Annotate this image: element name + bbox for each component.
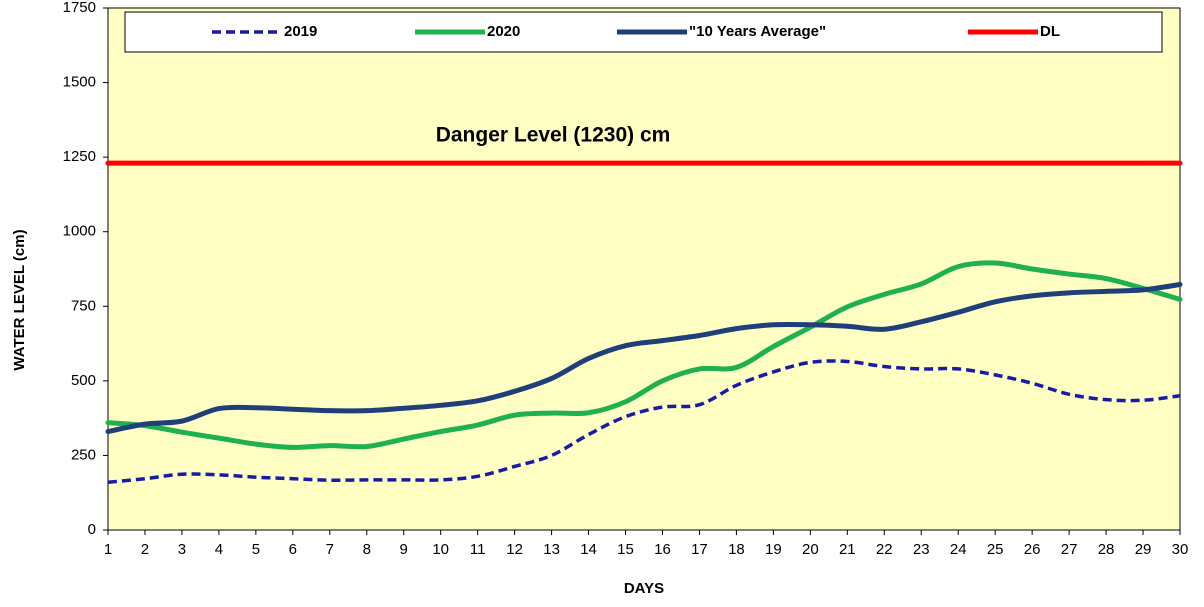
line-series [105, 282, 1183, 435]
x-tick-label: 6 [289, 541, 297, 558]
legend-label: 2019 [284, 23, 317, 40]
y-tick-label: 1500 [63, 74, 96, 91]
plot-area [107, 7, 1181, 531]
y-tick-label: 250 [71, 446, 96, 463]
x-tick-label: 18 [728, 541, 745, 558]
x-tick-label: 13 [543, 541, 560, 558]
legend-label: "10 Years Average" [689, 23, 826, 40]
x-tick-label: 8 [363, 541, 371, 558]
annotation: Danger Level (1230) cm [436, 124, 671, 147]
x-tick-label: 21 [839, 541, 856, 558]
y-tick-label: 1750 [63, 0, 96, 16]
y-tick-label: 1000 [63, 223, 96, 240]
x-tick-label: 15 [617, 541, 634, 558]
x-tick-label: 5 [252, 541, 260, 558]
x-tick-label: 11 [470, 541, 486, 558]
line-series [105, 260, 1183, 450]
x-axis-label: DAYS [624, 580, 664, 597]
x-tick-label: 24 [950, 541, 967, 558]
x-tick-label: 26 [1024, 541, 1041, 558]
x-tick-label: 29 [1135, 541, 1152, 558]
x-tick-label: 27 [1061, 541, 1078, 558]
x-tick-label: 30 [1172, 541, 1189, 558]
x-tick-label: 14 [580, 541, 597, 558]
y-tick-label: 0 [88, 521, 96, 538]
x-tick-label: 7 [326, 541, 334, 558]
y-tick-label: 1250 [63, 148, 96, 165]
x-tick-label: 2 [141, 541, 149, 558]
x-tick-label: 3 [178, 541, 186, 558]
y-axis-label: WATER LEVEL (cm) [11, 229, 28, 370]
x-tick-label: 4 [215, 541, 223, 558]
line-series [107, 359, 1181, 485]
x-tick-label: 25 [987, 541, 1004, 558]
y-tick-label: 500 [71, 372, 96, 389]
x-tick-label: 16 [654, 541, 671, 558]
x-tick-label: 9 [400, 541, 408, 558]
x-tick-label: 19 [765, 541, 782, 558]
x-tick-label: 20 [802, 541, 819, 558]
legend-label: DL [1040, 23, 1060, 40]
x-tick-label: 10 [432, 541, 449, 558]
x-tick-label: 23 [913, 541, 930, 558]
x-tick-label: 28 [1098, 541, 1115, 558]
x-tick-label: 1 [104, 541, 112, 558]
legend-label: 2020 [487, 23, 520, 40]
y-tick-label: 750 [71, 297, 96, 314]
x-tick-label: 22 [876, 541, 893, 558]
x-tick-label: 17 [691, 541, 708, 558]
x-tick-label: 12 [506, 541, 523, 558]
